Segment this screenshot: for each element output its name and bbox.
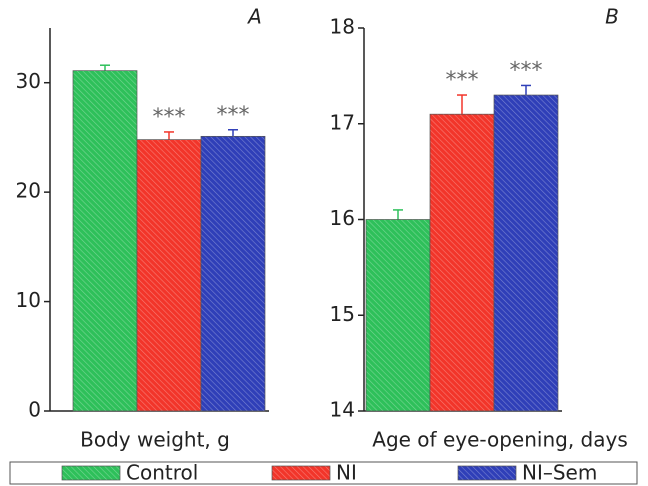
- legend-swatch: [457, 465, 517, 481]
- y-tick-label: 17: [330, 110, 355, 134]
- bar: [493, 94, 559, 412]
- legend-label: Control: [126, 461, 198, 485]
- bar: [136, 139, 202, 412]
- significance-label: ***: [153, 105, 186, 130]
- legend-swatch: [271, 465, 331, 481]
- bar: [200, 135, 266, 412]
- significance-label: ***: [446, 68, 479, 93]
- panel-label: A: [246, 5, 262, 29]
- y-tick-label: 14: [330, 398, 355, 422]
- y-tick-label: 30: [16, 69, 41, 93]
- legend-box: [9, 461, 638, 485]
- legend-label: NI–Sem: [522, 461, 597, 485]
- y-tick-label: 20: [16, 179, 41, 203]
- bar: [429, 113, 495, 412]
- bar: [365, 219, 431, 412]
- y-tick-label: 16: [330, 206, 355, 230]
- significance-label: ***: [510, 58, 543, 83]
- legend-label: NI: [336, 461, 357, 485]
- panel-label: B: [605, 5, 619, 29]
- significance-label: ***: [217, 103, 250, 128]
- y-tick-label: 0: [28, 398, 41, 422]
- x-axis-label: Body weight, g: [80, 428, 230, 452]
- legend-swatch: [61, 465, 121, 481]
- y-tick-label: 15: [330, 302, 355, 326]
- y-tick-label: 18: [330, 15, 355, 39]
- x-axis-label: Age of eye-opening, days: [372, 428, 627, 452]
- bar: [72, 70, 138, 412]
- y-tick-label: 10: [16, 288, 41, 312]
